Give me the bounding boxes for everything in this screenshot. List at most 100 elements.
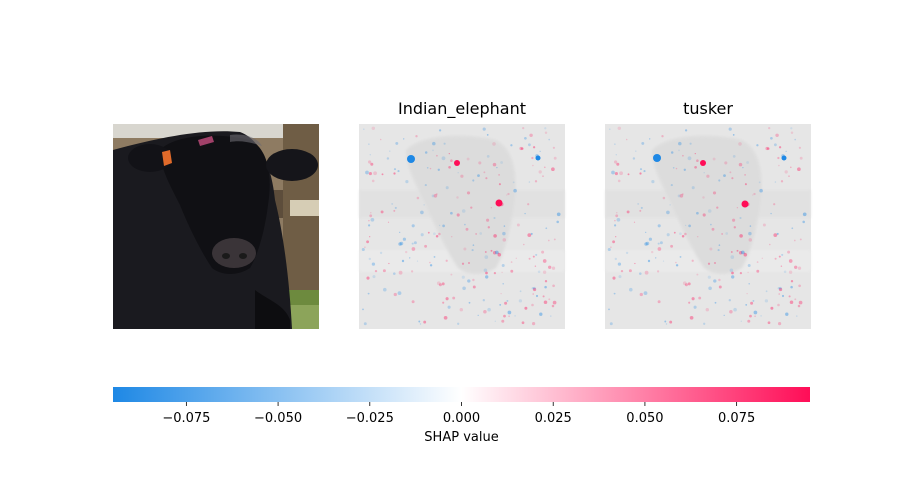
shap-speckle <box>504 301 508 305</box>
shap-speckle <box>790 166 792 169</box>
shap-speckle <box>724 161 728 165</box>
shap-speckle <box>493 271 497 275</box>
shap-speckle <box>483 268 488 272</box>
shap-speckle <box>683 168 686 171</box>
shap-speckle <box>707 262 711 265</box>
shap-speckle <box>608 308 610 311</box>
shap-speckle <box>544 166 546 169</box>
shap-speckle <box>479 232 483 235</box>
shap-speckle <box>482 299 485 302</box>
shap-speckle <box>637 202 640 205</box>
shap-speckle <box>659 241 663 245</box>
shap-speckle <box>790 285 793 289</box>
shap-speckle <box>544 127 547 130</box>
shap-speckle <box>648 237 653 241</box>
shap-speckle <box>796 315 798 317</box>
shap-speckle <box>797 167 801 172</box>
shap-speckle <box>551 266 556 270</box>
shap-speckle <box>368 172 372 176</box>
shap-speckle <box>675 167 678 170</box>
shap-speckle <box>798 300 803 305</box>
shap-speckle <box>424 244 428 248</box>
shap-speckle <box>633 221 636 223</box>
shap-speckle <box>433 232 436 236</box>
shap-speckle <box>485 177 488 180</box>
shap-speckle <box>688 301 691 304</box>
shap-speckle <box>639 209 642 212</box>
shap-speckle <box>790 280 794 283</box>
shap-speckle <box>788 295 791 298</box>
shap-speckle <box>456 213 460 217</box>
shap-speckle <box>424 151 428 154</box>
shap-speckle <box>665 323 668 325</box>
shap-speckle <box>450 211 453 215</box>
shap-speckle <box>368 257 371 261</box>
shap-speckle <box>459 308 463 312</box>
shap-speckle <box>556 212 561 217</box>
shap-speckle <box>424 184 427 187</box>
shap-speckle <box>725 232 729 235</box>
shap-speckle <box>731 271 734 275</box>
shap-speckle <box>748 231 752 236</box>
shap-speckle <box>450 273 453 276</box>
shap-speckle <box>731 275 735 279</box>
shap-speckle <box>740 250 745 255</box>
shap-speckle <box>614 143 616 145</box>
shap-speckle <box>405 180 409 184</box>
shap-speckle <box>693 305 697 309</box>
shap-speckle <box>372 275 376 279</box>
shap-speckle <box>744 173 747 176</box>
shap-speckle <box>687 156 692 161</box>
original-image <box>113 124 319 329</box>
shap-speckle <box>431 194 435 198</box>
shap-speckle <box>718 278 721 282</box>
shap-speckle <box>363 322 367 326</box>
shap-speckle <box>532 293 534 295</box>
shap-speckle <box>759 188 763 193</box>
shap-speckle <box>718 179 721 182</box>
shap-speckle <box>628 269 632 273</box>
shap-speckle <box>754 315 756 318</box>
shap-speckle <box>393 292 397 297</box>
shap-speckle <box>518 299 523 303</box>
shap-speckle <box>776 232 779 235</box>
colorbar-tick-label: 0.025 <box>535 411 572 426</box>
shap-speckle <box>467 261 471 265</box>
shap-speckle <box>532 322 536 326</box>
shap-speckle <box>619 171 623 176</box>
shap-speckle <box>379 251 383 255</box>
shap-speckle <box>794 138 797 141</box>
shap-speckle <box>447 305 451 309</box>
shap-speckle <box>522 126 525 130</box>
shap-speckle <box>542 175 544 177</box>
shap-speckle <box>541 250 545 254</box>
shap-speckle <box>527 203 530 206</box>
shap-speckle <box>502 283 504 285</box>
shap-speckle <box>773 233 778 237</box>
shap-speckle <box>532 146 536 149</box>
shap-speckle <box>530 232 533 235</box>
shap-speckle <box>750 301 754 305</box>
shap-speckle <box>513 188 517 193</box>
shap-speckle <box>747 271 749 274</box>
shap-speckle <box>391 202 394 205</box>
shap-speckle <box>456 196 459 199</box>
shap-speckle <box>556 220 559 224</box>
shap-speckle <box>477 174 480 177</box>
shap-speckle <box>368 219 370 222</box>
shap-speckle <box>609 128 611 130</box>
shap-speckle <box>409 257 411 259</box>
shap-speckle <box>457 322 460 325</box>
shap-speckle <box>531 156 534 160</box>
shap-speckle <box>691 186 695 190</box>
shap-speckle <box>438 129 442 132</box>
shap-speckle <box>729 171 732 174</box>
shap-speckle <box>731 177 734 180</box>
shap-speckle <box>774 143 777 147</box>
shap-speckle <box>798 284 801 288</box>
colorbar-tick-label: −0.050 <box>254 411 302 426</box>
shap-speckle <box>655 257 657 259</box>
shap-speckle <box>367 292 370 295</box>
shap-speckle <box>728 299 731 302</box>
shap-speckle <box>617 262 622 266</box>
